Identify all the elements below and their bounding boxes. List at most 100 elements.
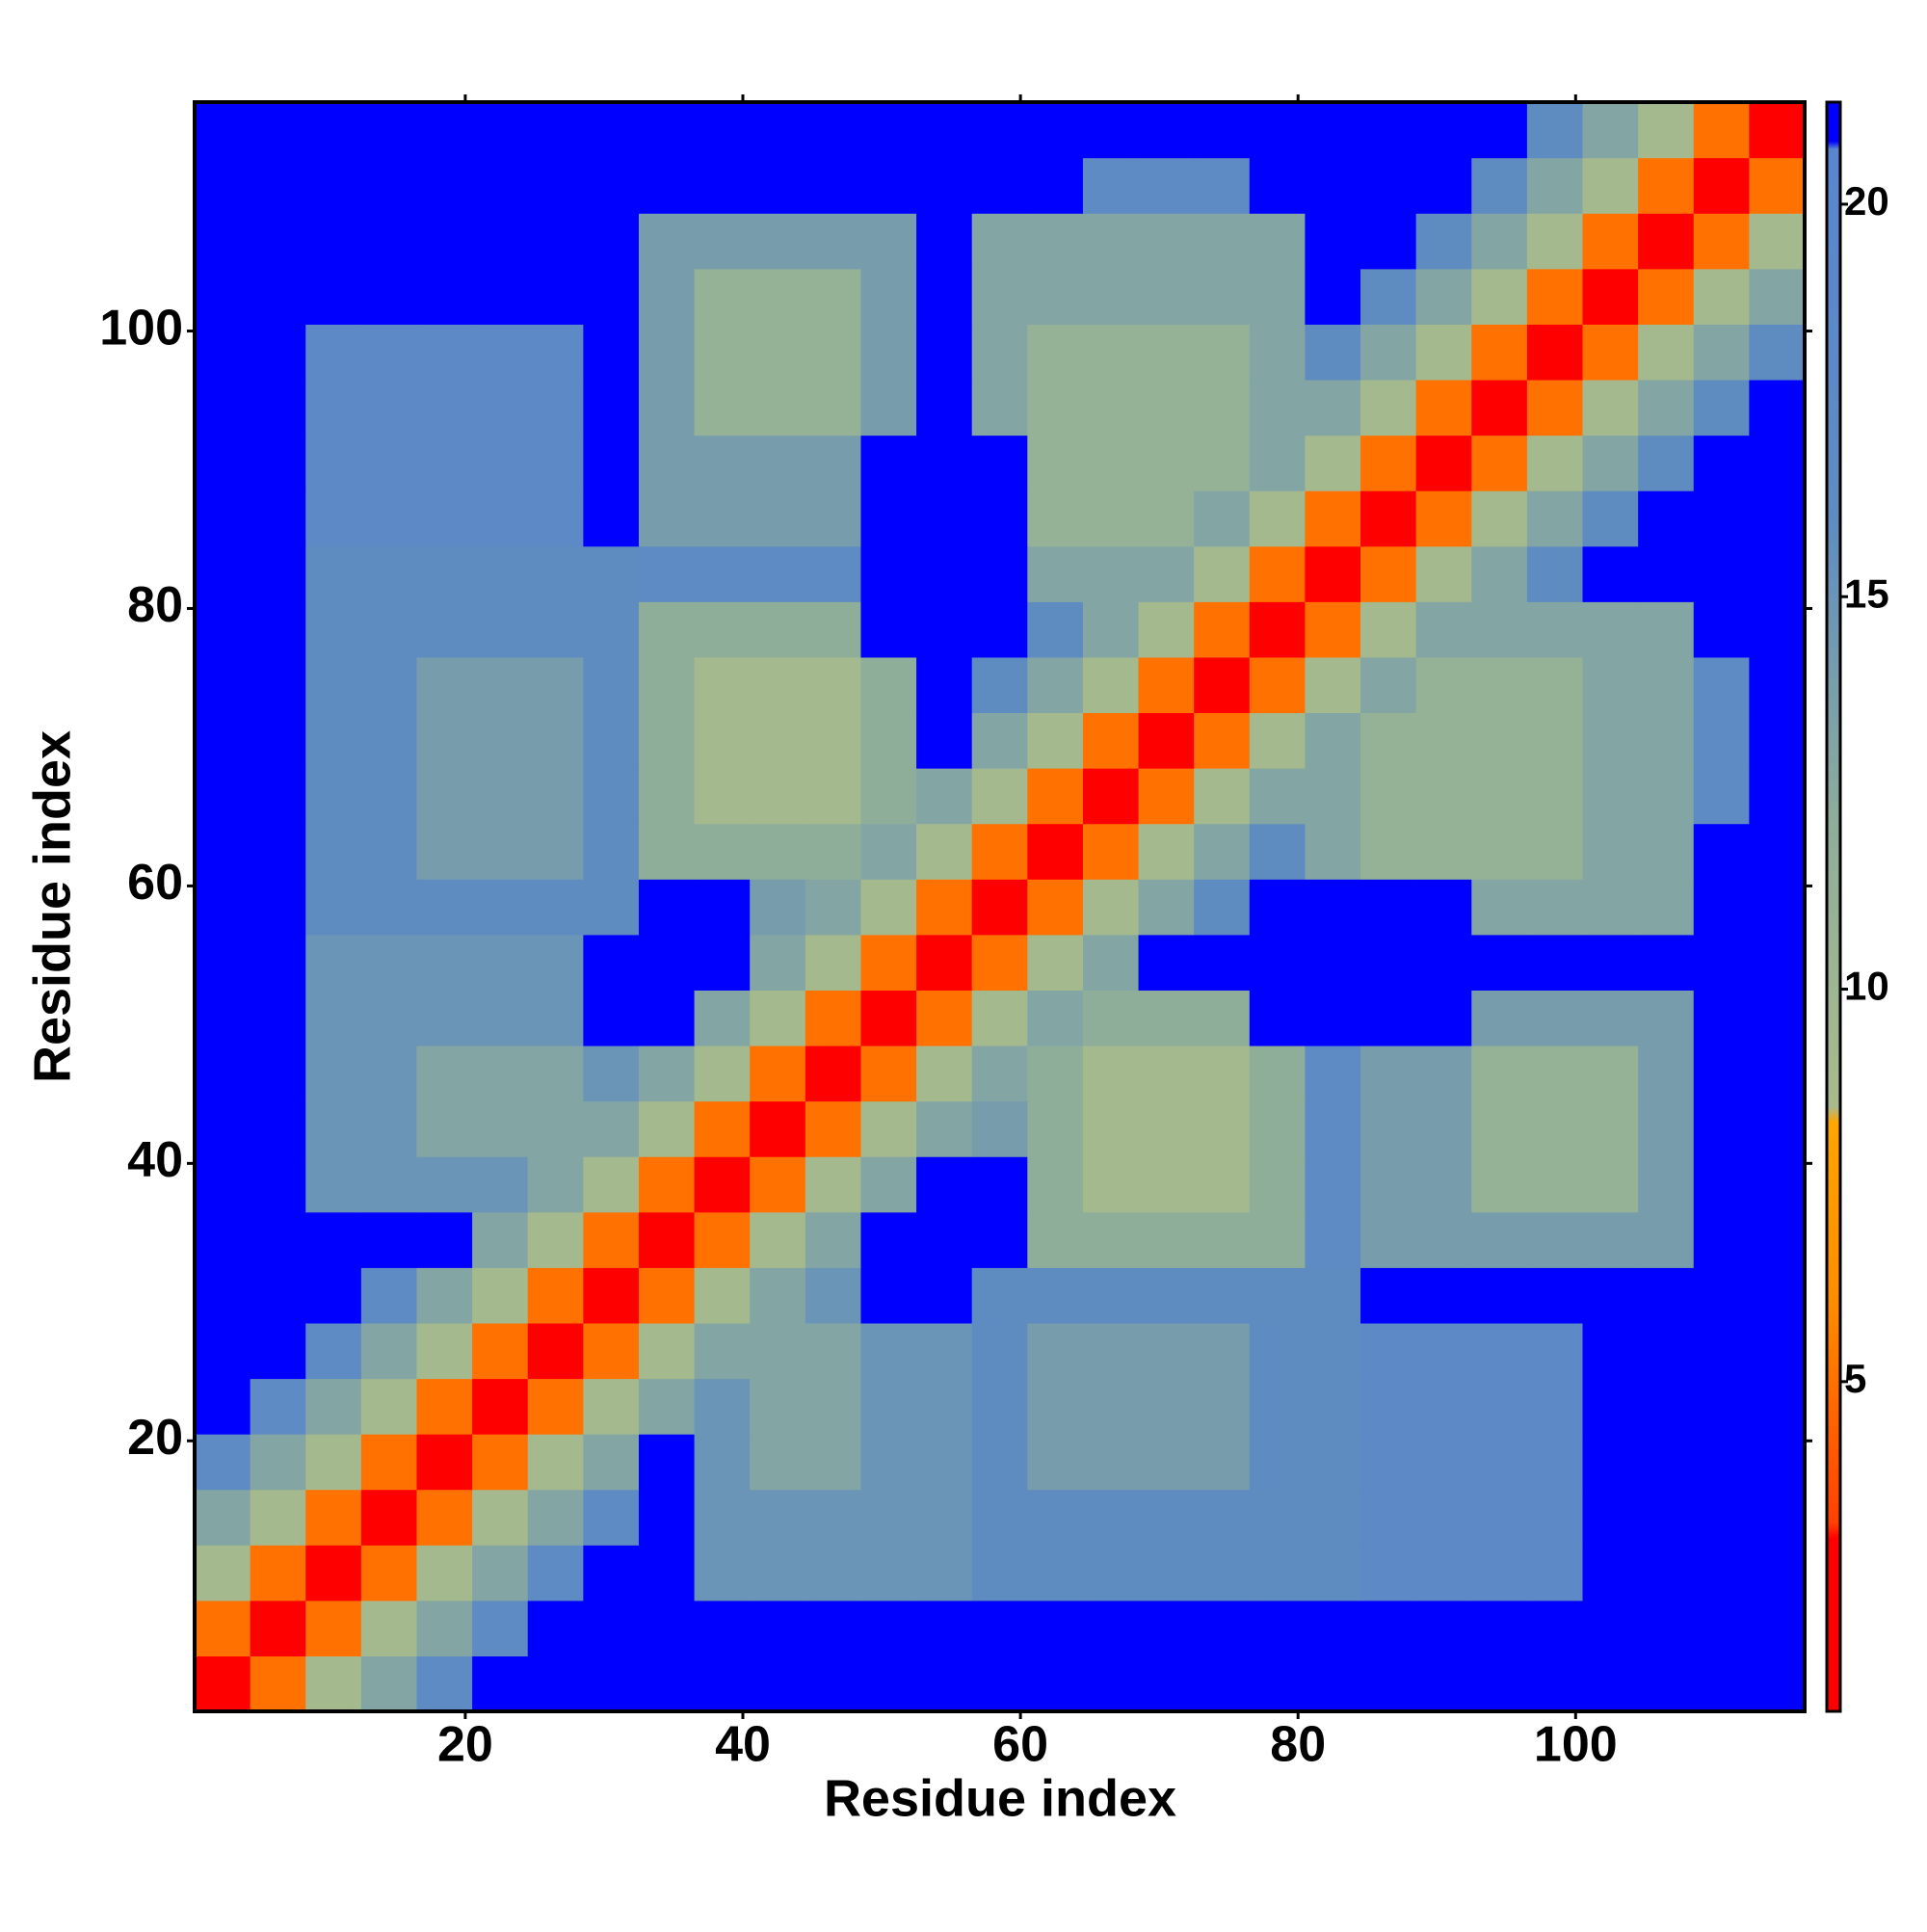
heat-cell [750, 1267, 806, 1324]
heat-cell [1194, 1045, 1251, 1102]
heat-cell [195, 712, 251, 769]
heat-cell [1471, 1211, 1528, 1268]
heat-cell [195, 102, 251, 159]
heat-cell [805, 1322, 862, 1380]
heat-cell [916, 1434, 973, 1491]
heat-cell [1638, 213, 1695, 270]
heat-cell [1471, 934, 1528, 991]
heat-cell [1693, 490, 1750, 547]
heat-cell [1360, 102, 1417, 159]
heat-cell [472, 1100, 529, 1157]
heat-cell [750, 324, 806, 381]
heat-cell [750, 990, 806, 1046]
heat-cell [971, 102, 1028, 159]
heat-cell [195, 656, 251, 714]
heat-cell [971, 823, 1028, 880]
heat-cell [971, 1156, 1028, 1213]
heat-cell [1027, 435, 1084, 491]
heat-cell [1638, 435, 1695, 491]
heat-cell [360, 1378, 418, 1435]
heat-cell [1027, 102, 1084, 159]
heat-cell [1526, 656, 1584, 714]
heat-cell [971, 268, 1028, 325]
heat-cell [694, 879, 751, 936]
heat-cell [472, 102, 529, 159]
heat-cell [195, 1378, 251, 1435]
heat-cell [916, 1100, 973, 1157]
heat-cell [1027, 213, 1084, 270]
heat-cell [583, 268, 640, 325]
heat-cell [1749, 823, 1806, 880]
heat-cell [1415, 102, 1472, 159]
heat-cell [360, 656, 418, 714]
heat-cell [1415, 1489, 1472, 1546]
heat-cell [1194, 157, 1251, 214]
heat-cell [1638, 1211, 1695, 1268]
heat-cell [1194, 990, 1251, 1046]
heat-cell [1471, 1267, 1528, 1324]
heat-cell [1249, 1156, 1307, 1213]
heat-cell [583, 213, 640, 270]
heat-cell [1082, 1655, 1140, 1712]
heat-cell [971, 1545, 1028, 1601]
heat-cell [1082, 1434, 1140, 1491]
heat-cell [1360, 157, 1417, 214]
heat-cell [360, 102, 418, 159]
heat-cell [694, 435, 751, 491]
heat-cell [1305, 490, 1361, 547]
heat-cell [750, 823, 806, 880]
heat-cell [416, 1156, 473, 1213]
heat-cell [805, 102, 862, 159]
heat-cell [1305, 1434, 1361, 1491]
heat-cell [360, 545, 418, 602]
heat-cell [1082, 1489, 1140, 1546]
heat-cell [416, 435, 473, 491]
heat-cell [527, 823, 584, 880]
heat-cell [805, 1267, 862, 1324]
heat-cell [1749, 1211, 1806, 1268]
heat-cell [1693, 435, 1750, 491]
heat-cell [1027, 379, 1084, 437]
heat-cell [527, 1100, 584, 1157]
heat-cell [360, 1322, 418, 1380]
heat-cell [250, 1489, 306, 1546]
heat-cell [1693, 1100, 1750, 1157]
heat-cell [1471, 268, 1528, 325]
heat-cell [360, 823, 418, 880]
heat-cell [583, 1211, 640, 1268]
heat-cell [1693, 324, 1750, 381]
heat-cell [1360, 934, 1417, 991]
heat-cell [250, 213, 306, 270]
heat-cell [527, 490, 584, 547]
heat-cell [860, 1434, 917, 1491]
heat-cell [971, 490, 1028, 547]
heat-cell [1471, 712, 1528, 769]
heat-cell [1027, 656, 1084, 714]
heat-cell [1249, 435, 1307, 491]
heat-cell [1582, 1600, 1639, 1657]
heat-cell [416, 656, 473, 714]
heat-cell [195, 1600, 251, 1657]
heat-cell [472, 490, 529, 547]
heat-cell [1638, 157, 1695, 214]
heat-cell [1138, 490, 1195, 547]
heat-cell [416, 545, 473, 602]
heat-cell [1526, 324, 1584, 381]
heat-cell [971, 157, 1028, 214]
heat-cell [1526, 990, 1584, 1046]
heat-cell [1249, 601, 1307, 658]
heat-cell [1582, 490, 1639, 547]
heat-cell [416, 1434, 473, 1491]
heat-cell [916, 213, 973, 270]
heat-cell [694, 157, 751, 214]
heat-cell [1415, 1211, 1472, 1268]
heat-cell [1638, 102, 1695, 159]
heat-cell [1082, 324, 1140, 381]
heat-cell [750, 1211, 806, 1268]
heat-cell [971, 768, 1028, 825]
heat-cell [638, 1545, 696, 1601]
heat-cell [1582, 268, 1639, 325]
heat-cell [527, 213, 584, 270]
heat-cell [472, 157, 529, 214]
